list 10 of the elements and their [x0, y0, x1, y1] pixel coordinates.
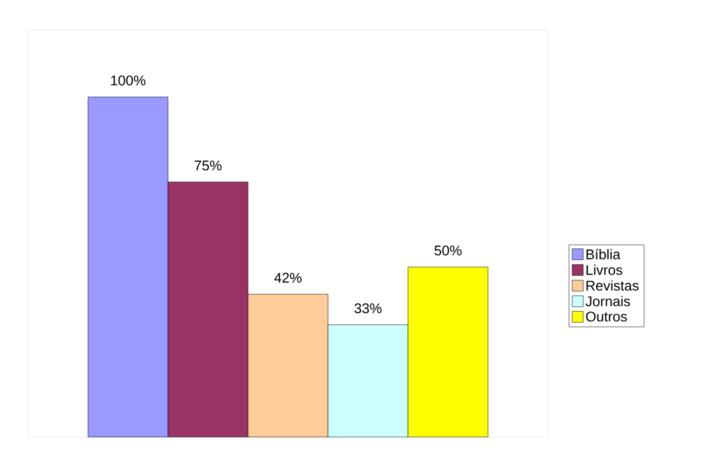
data-label: 50%: [434, 246, 462, 256]
data-label: 33%: [354, 303, 382, 314]
legend-label: Jornais: [586, 296, 630, 306]
legend-label: Revistas: [586, 280, 639, 291]
data-label: 75%: [194, 160, 222, 170]
legend-label: Bíblia: [586, 248, 620, 260]
data-label: 42%: [274, 272, 302, 283]
legend-label: Livros: [586, 264, 622, 275]
legend-label: Outros: [586, 312, 627, 322]
data-label: 100%: [111, 76, 146, 86]
